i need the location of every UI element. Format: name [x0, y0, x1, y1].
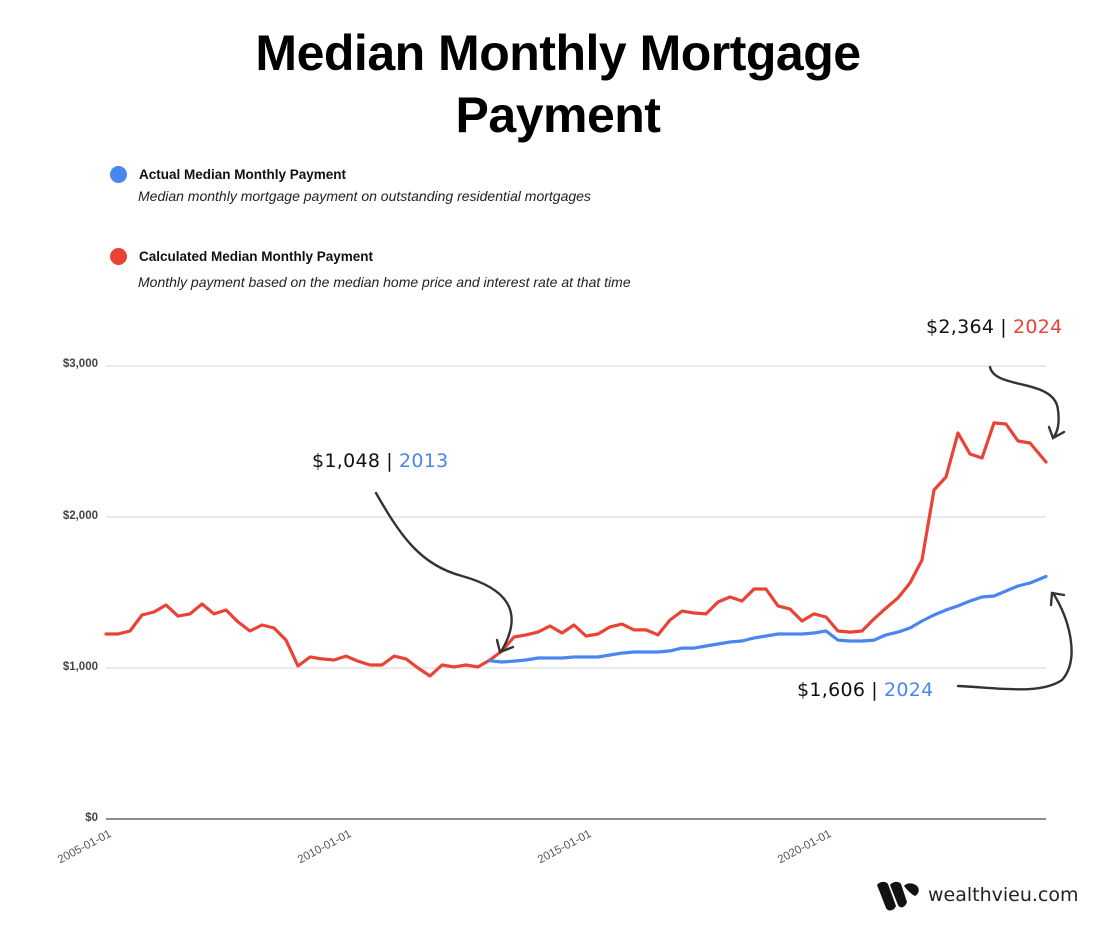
- blue-dot-icon: [110, 166, 127, 183]
- wealthvieu-logo-icon: [877, 881, 919, 911]
- brand-name: wealthvieu.com: [928, 884, 1079, 906]
- y-tick-label: $3,000: [62, 358, 98, 370]
- annotation-separator: |: [1000, 316, 1007, 338]
- annotation-2024-actual: $1,606 | 2024: [797, 679, 934, 701]
- y-tick-label: $2,000: [62, 510, 98, 522]
- annotation-value: $2,364: [926, 316, 995, 338]
- annotation-year: 2024: [884, 679, 934, 701]
- chart-title-line-1: Median Monthly Mortgage: [255, 25, 861, 81]
- annotation-2013: $1,048 | 2013: [312, 450, 449, 472]
- annotation-value: $1,606: [797, 679, 866, 701]
- annotation-year: 2024: [1013, 316, 1063, 338]
- legend-name: Calculated Median Monthly Payment: [139, 249, 374, 264]
- annotation-separator: |: [386, 450, 393, 472]
- calculated-payment-line: [104, 421, 1048, 678]
- actual-payment-line: [488, 574, 1048, 664]
- legend-description: Median monthly mortgage payment on outst…: [138, 188, 591, 204]
- chart-title-line-2: Payment: [455, 87, 661, 143]
- arrow-2013-icon: [374, 491, 515, 654]
- arrow-1606-icon: [956, 591, 1073, 691]
- annotation-2024-calculated: $2,364 | 2024: [926, 316, 1063, 338]
- annotation-year: 2013: [399, 450, 449, 472]
- red-dot-icon: [110, 248, 127, 265]
- legend-name: Actual Median Monthly Payment: [139, 167, 347, 182]
- y-tick-label: $1,000: [62, 661, 98, 673]
- gridlines: [106, 365, 1046, 820]
- y-tick-label: $0: [85, 812, 98, 824]
- arrow-2364-icon: [988, 365, 1066, 440]
- annotation-separator: |: [871, 679, 878, 701]
- legend-description: Monthly payment based on the median home…: [138, 274, 631, 290]
- annotation-value: $1,048: [312, 450, 381, 472]
- chart-title: Median Monthly Mortgage Payment: [0, 22, 1101, 146]
